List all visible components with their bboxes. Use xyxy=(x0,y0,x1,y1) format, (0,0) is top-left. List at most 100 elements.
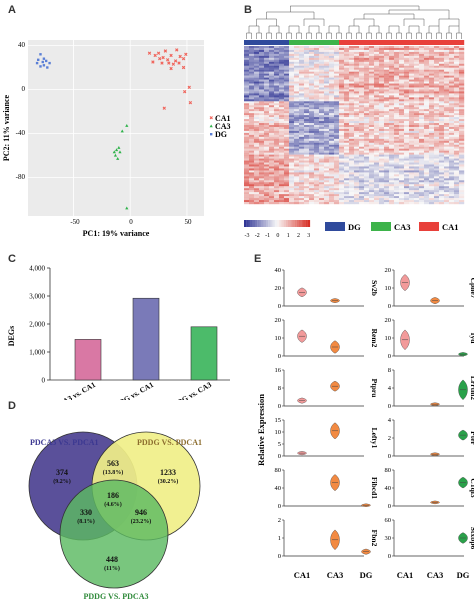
heatmap-cell xyxy=(414,93,420,96)
heatmap-cell xyxy=(444,87,450,90)
heatmap-cell xyxy=(439,81,445,84)
heatmap-cell xyxy=(264,79,270,82)
heatmap-cell xyxy=(334,113,340,116)
heatmap-cell xyxy=(339,121,345,124)
group-bar-cell xyxy=(409,40,415,45)
violin-gene-name: Fbn2 xyxy=(370,530,379,547)
heatmap-cell xyxy=(304,46,310,49)
heatmap-cell xyxy=(259,121,265,124)
heatmap-cell xyxy=(359,75,365,78)
heatmap-cell xyxy=(269,156,275,159)
heatmap-cell xyxy=(354,91,360,94)
pca-point-ca1 xyxy=(160,61,164,65)
heatmap-cell xyxy=(304,65,310,68)
heatmap-cell xyxy=(324,156,330,159)
heatmap-cell xyxy=(254,172,260,175)
heatmap-cell xyxy=(419,156,425,159)
heatmap-cell xyxy=(329,196,335,199)
heatmap-cell xyxy=(439,200,445,203)
heatmap-cell xyxy=(429,115,435,118)
heatmap-cell xyxy=(309,59,315,62)
heatmap-cell xyxy=(369,186,375,189)
heatmap-cell xyxy=(299,71,305,74)
heatmap-cell xyxy=(274,188,280,191)
heatmap-cell xyxy=(264,182,270,185)
heatmap-cell xyxy=(304,174,310,177)
heatmap-cell xyxy=(254,101,260,104)
heatmap-cell xyxy=(289,77,295,80)
heatmap-cell xyxy=(364,152,370,155)
heatmap-cell xyxy=(334,188,340,191)
heatmap-cell xyxy=(379,85,385,88)
heatmap-cell xyxy=(364,83,370,86)
heatmap-cell xyxy=(384,142,390,145)
heatmap-cell xyxy=(354,186,360,189)
heatmap-cell xyxy=(359,77,365,80)
heatmap-cell xyxy=(304,202,310,205)
heatmap-cell xyxy=(349,194,355,197)
heatmap-cell xyxy=(439,121,445,124)
heatmap-cell xyxy=(424,123,430,126)
heatmap-cell xyxy=(404,194,410,197)
heatmap-cell xyxy=(459,46,465,49)
heatmap-cell xyxy=(424,188,430,191)
heatmap-cell xyxy=(354,174,360,177)
heatmap-cell xyxy=(249,46,255,49)
heatmap-cell xyxy=(384,61,390,64)
heatmap-cell xyxy=(374,63,380,66)
heatmap-cell xyxy=(374,132,380,136)
heatmap-cell xyxy=(389,128,395,132)
heatmap-cell xyxy=(399,85,405,88)
heatmap-cell xyxy=(319,83,325,86)
heatmap-cell xyxy=(384,146,390,149)
heatmap-cell xyxy=(344,115,350,118)
heatmap-cell xyxy=(314,79,320,82)
pca-point-ca3 xyxy=(125,206,129,210)
heatmap-cell xyxy=(334,77,340,80)
heatmap-cell xyxy=(334,83,340,86)
heatmap-cell xyxy=(289,123,295,126)
heatmap-cell xyxy=(249,79,255,82)
heatmap-cell xyxy=(284,85,290,88)
heatmap-cell xyxy=(334,65,340,68)
heatmap-cell xyxy=(329,61,335,64)
pca-point-ca1 xyxy=(183,90,187,94)
panel-label-d: D xyxy=(8,400,16,412)
heatmap-cell xyxy=(299,158,305,161)
heatmap-cell xyxy=(449,150,455,153)
heatmap-cell xyxy=(419,152,425,155)
heatmap-cell xyxy=(389,95,395,98)
heatmap-cell xyxy=(324,107,330,110)
heatmap-cell xyxy=(354,130,360,134)
heatmap-cell xyxy=(399,170,405,173)
heatmap-cell xyxy=(439,186,445,189)
heatmap-cell xyxy=(364,113,370,116)
heatmap-cell xyxy=(279,194,285,197)
heatmap-cell xyxy=(454,196,460,199)
group-bar-cell xyxy=(264,40,270,45)
heatmap-cell xyxy=(299,99,305,102)
heatmap-cell xyxy=(454,164,460,167)
heatmap-cell xyxy=(414,81,420,84)
heatmap-cell xyxy=(314,186,320,189)
heatmap-cell xyxy=(454,182,460,185)
heatmap-cell xyxy=(384,184,390,187)
heatmap-cell xyxy=(274,200,280,203)
heatmap-cell xyxy=(444,121,450,124)
heatmap-cell xyxy=(259,192,265,195)
heatmap-cell xyxy=(429,65,435,68)
heatmap-cell xyxy=(324,79,330,82)
heatmap-cell xyxy=(309,63,315,66)
heatmap-cell xyxy=(444,73,450,76)
heatmap-cell xyxy=(254,142,260,145)
heatmap-cell xyxy=(279,140,285,143)
heatmap-cell xyxy=(434,119,440,122)
heatmap-cell xyxy=(439,126,445,130)
heatmap-cell xyxy=(334,134,340,138)
heatmap-cell xyxy=(459,113,465,116)
bar xyxy=(74,339,102,381)
heatmap-cell xyxy=(344,130,350,134)
heatmap-cell xyxy=(304,190,310,193)
heatmap-cell xyxy=(284,190,290,193)
heatmap-cell xyxy=(344,144,350,147)
